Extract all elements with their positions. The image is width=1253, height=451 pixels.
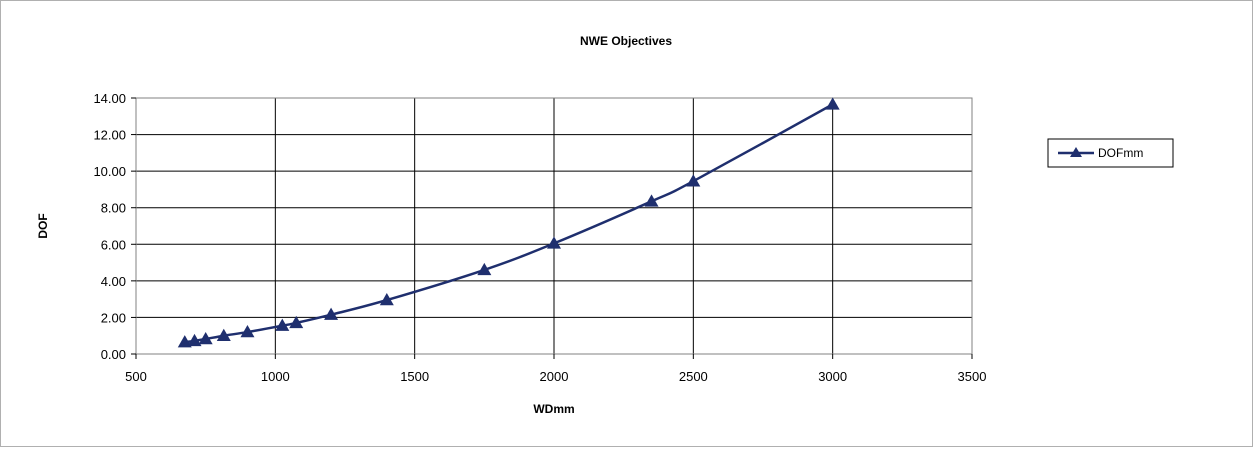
y-tick-label: 0.00 [101, 347, 126, 362]
data-point-triangle [275, 318, 290, 331]
x-tick-label: 2500 [679, 369, 708, 384]
data-point-triangle [177, 335, 192, 348]
x-axis-title: WDmm [533, 402, 574, 416]
data-point-triangle [477, 262, 492, 276]
data-point-triangle [187, 333, 202, 347]
y-tick-label: 2.00 [101, 310, 126, 325]
tick-layer: 500 1000 1500 2000 2500 3000 3500 0.00 2.00 4.00 6… [93, 91, 986, 384]
data-point-triangle [289, 315, 304, 329]
y-tick-label: 8.00 [101, 201, 126, 216]
data-point-triangle [644, 194, 659, 207]
data-point-triangle [686, 174, 701, 187]
x-tick-label: 1000 [261, 369, 290, 384]
x-tick-label: 1500 [400, 369, 429, 384]
y-tick-label: 10.00 [93, 164, 126, 179]
data-point-triangle [547, 236, 561, 249]
data-point-triangle [379, 293, 394, 306]
chart-title: NWE Objectives [580, 34, 672, 48]
y-tick-label: 12.00 [93, 128, 126, 143]
y-tick-label: 4.00 [101, 274, 126, 289]
data-point-triangle [216, 328, 231, 341]
data-point-triangle [198, 332, 213, 345]
y-tick-label: 14.00 [93, 91, 126, 106]
x-tick-label: 3000 [818, 369, 847, 384]
legend-marker-triangle [1070, 147, 1082, 157]
y-tick-label: 6.00 [101, 237, 126, 252]
x-tick-label: 2000 [540, 369, 569, 384]
y-axis-title: DOF [36, 213, 50, 238]
legend: DOFmm [1047, 138, 1174, 168]
data-point-triangle [324, 307, 339, 320]
x-tick-label: 3500 [958, 369, 987, 384]
series-layer [177, 97, 840, 348]
x-tick-label: 500 [125, 369, 147, 384]
legend-label-dofmm: DOFmm [1098, 146, 1143, 160]
data-point-triangle [240, 325, 255, 338]
data-point-triangle [825, 97, 840, 110]
